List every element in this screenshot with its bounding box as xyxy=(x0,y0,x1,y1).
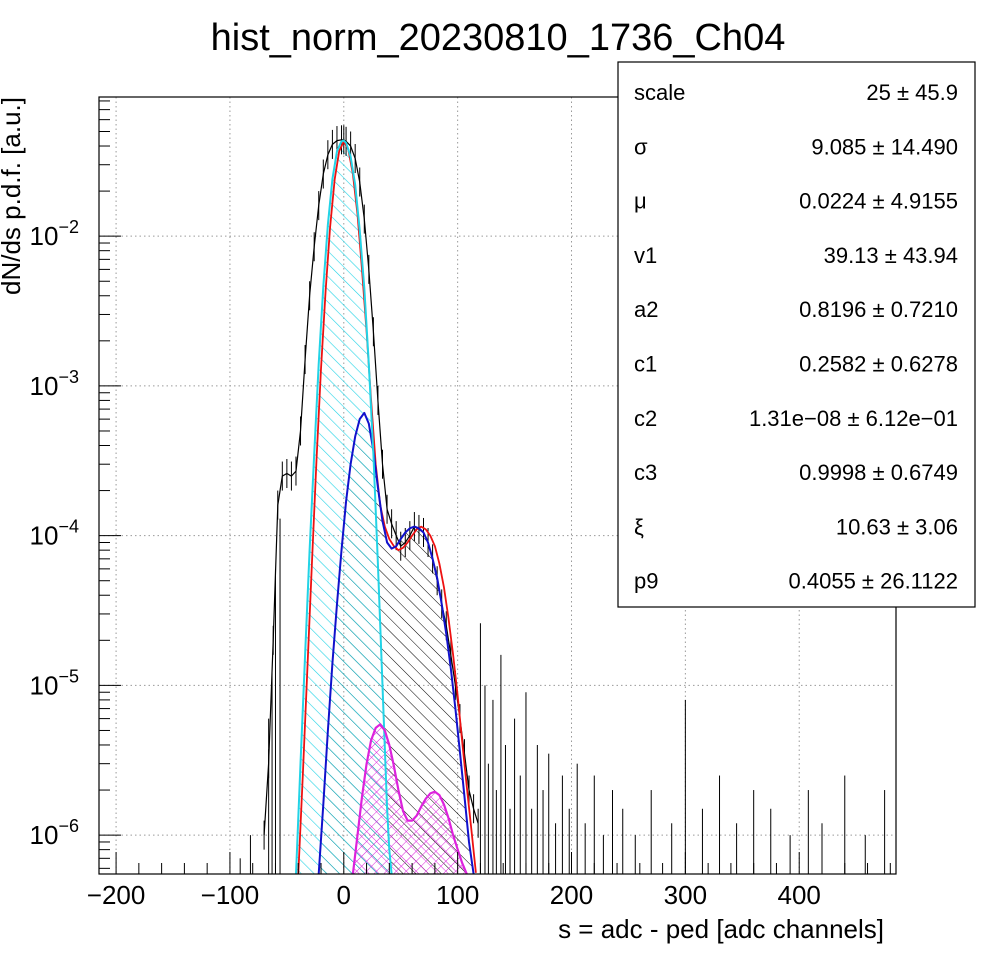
stat-value: 10.63 ± 3.06 xyxy=(836,514,958,539)
x-tick-label: 400 xyxy=(778,880,821,910)
y-tick-label: 10−5 xyxy=(30,666,79,700)
x-axis-label: s = adc - ped [adc channels] xyxy=(558,914,884,944)
stats-box-frame xyxy=(617,61,976,608)
x-tick-label: 100 xyxy=(436,880,479,910)
y-axis-label: dN/ds p.d.f. [a.u.] xyxy=(0,97,26,295)
stat-value: 25 ± 45.9 xyxy=(866,80,958,105)
x-tick-label: 300 xyxy=(664,880,707,910)
stat-value: 0.4055 ± 26.1122 xyxy=(789,569,958,594)
stat-value: 0.9998 ± 0.6749 xyxy=(799,460,958,485)
stat-label: a2 xyxy=(634,297,658,322)
stat-value: 0.2582 ± 0.6278 xyxy=(799,352,958,377)
y-tick-label: 10−4 xyxy=(30,517,79,551)
chart-title: hist_norm_20230810_1736_Ch04 xyxy=(211,17,786,59)
stat-label: c3 xyxy=(634,460,657,485)
stat-value: 1.31e−08 ± 6.12e−01 xyxy=(749,406,958,431)
stat-label: c1 xyxy=(634,352,657,377)
fit-total-line xyxy=(297,140,477,874)
x-tick-label: −100 xyxy=(201,880,260,910)
stat-value: 9.085 ± 14.490 xyxy=(811,134,958,159)
stat-label: v1 xyxy=(634,243,657,268)
fit-fills xyxy=(296,140,474,874)
fit-multi-line xyxy=(351,723,468,874)
stat-label: c2 xyxy=(634,406,657,431)
stat-label: μ xyxy=(634,189,647,214)
fit-signal-line xyxy=(317,411,475,874)
fit-stats-box: scale 25 ± 45.9 σ 9.085 ± 14.490 μ 0.0224 ± 4… xyxy=(617,61,976,608)
stat-label: scale xyxy=(634,80,685,105)
x-tick-label: 200 xyxy=(550,880,593,910)
multi-hatch-fill-b xyxy=(352,724,467,874)
y-tick-label: 10−6 xyxy=(30,816,79,850)
stat-value: 0.0224 ± 4.9155 xyxy=(799,189,958,214)
x-tick-label: 0 xyxy=(337,880,351,910)
stat-label: ξ xyxy=(634,514,644,539)
pedestal-hatch-fill xyxy=(296,140,392,874)
x-axis-ticks: −200 −100 0 100 200 300 400 xyxy=(87,852,891,910)
stat-label: σ xyxy=(634,134,648,159)
stat-value: 0.8196 ± 0.7210 xyxy=(799,297,958,322)
outlier-bins xyxy=(239,518,886,874)
stat-label: p9 xyxy=(634,569,658,594)
y-tick-label: 10−3 xyxy=(30,367,79,401)
x-tick-label: −200 xyxy=(87,880,146,910)
series-lines xyxy=(263,125,479,874)
y-axis-ticks: 10−6 10−5 10−4 10−3 10−2 xyxy=(30,100,121,869)
fit-pedestal-line xyxy=(295,139,393,874)
stats-rows: scale 25 ± 45.9 σ 9.085 ± 14.490 μ 0.0224 ± 4… xyxy=(634,80,958,594)
stat-value: 39.13 ± 43.94 xyxy=(824,243,958,268)
y-tick-label: 10−2 xyxy=(30,217,79,251)
